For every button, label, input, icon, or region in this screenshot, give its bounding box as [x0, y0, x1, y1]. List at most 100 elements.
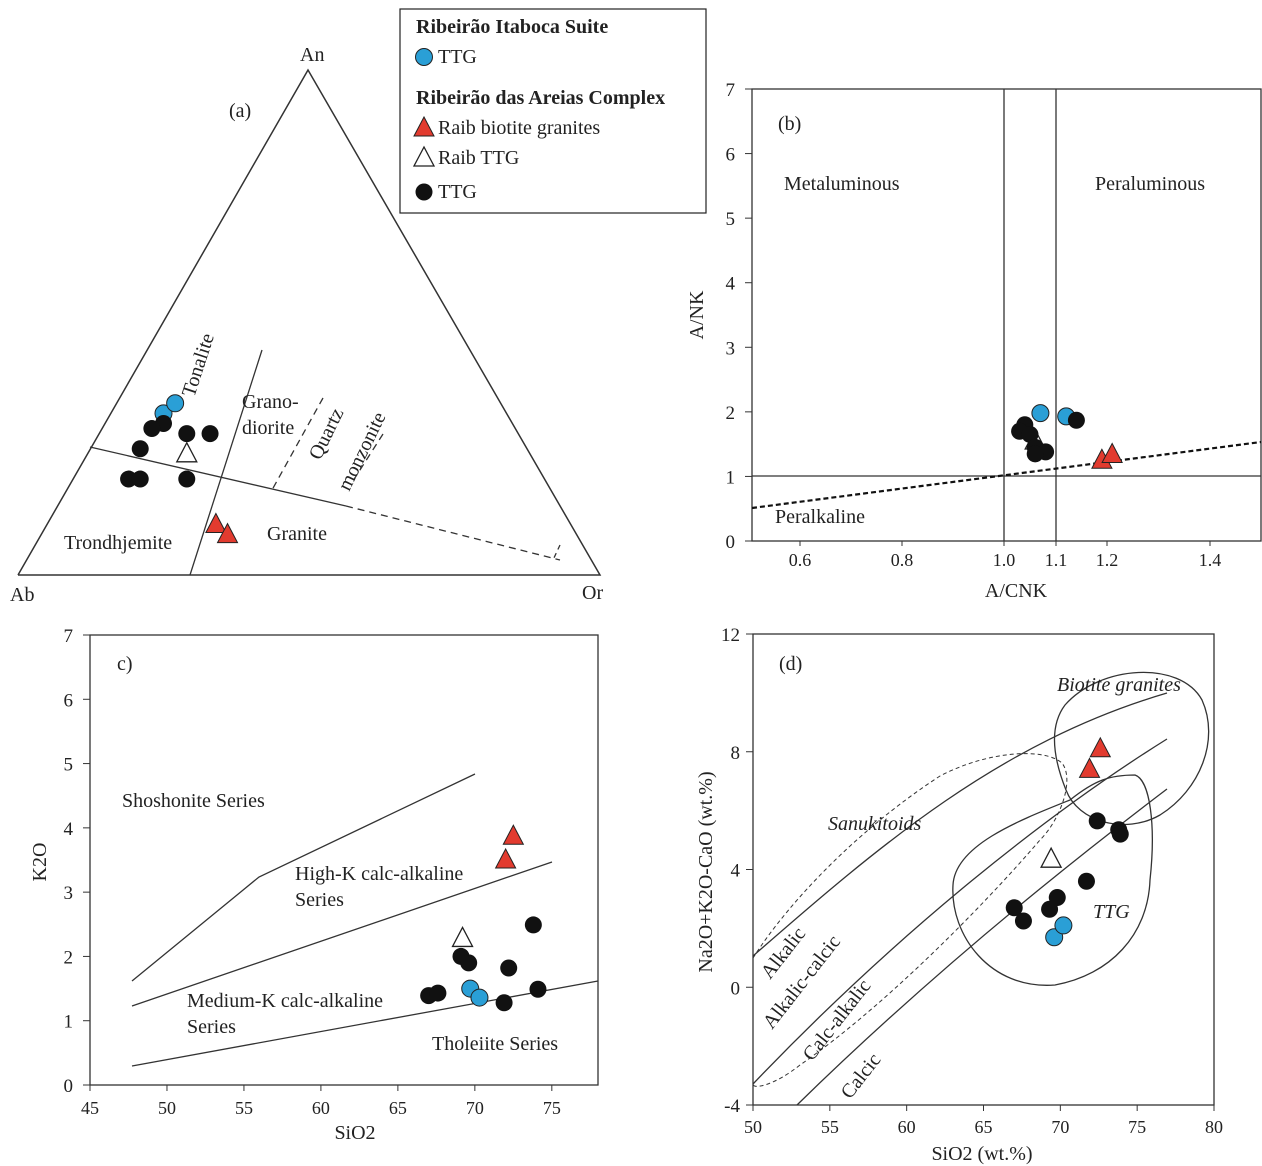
- panel-b-frame: [751, 88, 1262, 542]
- data-point: [1078, 757, 1101, 778]
- x-tick-label: 70: [466, 1098, 484, 1118]
- field-label-trondhjemite: Trondhjemite: [64, 532, 172, 554]
- panel-b-dashed-divide: [751, 440, 1262, 510]
- data-point: [494, 847, 517, 869]
- x-tick-label: 45: [81, 1098, 99, 1118]
- y-tick-label: 7: [64, 626, 74, 647]
- field-label-highk-series: Series: [295, 889, 344, 911]
- data-point: [1031, 404, 1050, 423]
- x-tick-label: 55: [235, 1098, 253, 1118]
- ternary-boundary-dashed-3: [350, 433, 384, 485]
- data-point: [460, 954, 478, 972]
- field-label-mediumk: Medium-K calc-alkaline: [187, 990, 383, 1012]
- field-label-quartz: Quartz: [305, 405, 349, 464]
- y-tick-label: 4: [726, 274, 736, 295]
- data-point: [1089, 736, 1112, 758]
- ternary-boundary-dashed-2: [271, 397, 324, 491]
- ternary-outline: [17, 68, 602, 576]
- y-axis-label: K2O: [29, 843, 51, 882]
- field-label-shoshonite: Shoshonite Series: [122, 790, 265, 812]
- panel-c-highk-line: [131, 861, 553, 1007]
- y-tick-label: 0: [726, 532, 736, 553]
- legend-label: TTG: [438, 46, 477, 68]
- x-tick-label: 65: [389, 1098, 407, 1118]
- legend-label: TTG: [438, 181, 477, 203]
- legend-group2-title: Ribeirão das Areias Complex: [416, 87, 665, 109]
- field-label-tonalite: Tonalite: [178, 331, 219, 400]
- x-tick-label: 60: [312, 1098, 330, 1118]
- y-tick-label: 2: [726, 403, 736, 424]
- data-point: [216, 522, 239, 544]
- y-tick-label: 2: [64, 947, 74, 968]
- field-label-metaluminous: Metaluminous: [784, 173, 900, 195]
- data-point: [1054, 916, 1073, 935]
- data-point: [529, 980, 547, 998]
- field-label-calcic: Calcic: [837, 1049, 886, 1103]
- y-tick-label: 12: [721, 625, 740, 646]
- x-tick-label: 1.2: [1096, 550, 1119, 570]
- data-point: [1067, 411, 1085, 429]
- x-tick-label: 65: [975, 1117, 993, 1137]
- ternary-boundary-dashed: [345, 505, 561, 561]
- data-point: [470, 988, 489, 1007]
- data-point: [201, 425, 219, 443]
- panel-d-calc-alkalic-boundary: [796, 788, 1168, 1106]
- x-tick-label: 0.8: [891, 550, 914, 570]
- panel-c-frame: [89, 634, 599, 1086]
- legend-marker: [415, 48, 433, 66]
- x-tick-label: 50: [158, 1098, 176, 1118]
- y-tick-label: 5: [64, 755, 74, 776]
- data-point: [495, 994, 513, 1012]
- x-tick-label: 75: [1128, 1117, 1146, 1137]
- data-point: [524, 916, 542, 934]
- data-point: [1026, 445, 1044, 463]
- data-point: [451, 926, 474, 948]
- x-tick-label: 70: [1051, 1117, 1069, 1137]
- data-point: [175, 441, 198, 463]
- data-point: [1101, 442, 1123, 463]
- data-point: [500, 959, 518, 977]
- field-label-grano: Grano-: [242, 391, 299, 413]
- x-tick-label: 55: [821, 1117, 839, 1137]
- legend-marker: [413, 115, 435, 137]
- data-point: [1005, 899, 1023, 917]
- classification-lines: [17, 68, 1262, 1106]
- field-label-ttg: TTG: [1093, 901, 1130, 923]
- data-point: [1088, 812, 1106, 830]
- field-label-granite: Granite: [267, 523, 327, 545]
- x-tick-label: 0.6: [789, 550, 812, 570]
- field-label-highk: High-K calc-alkaline: [295, 863, 463, 885]
- x-axis-label: SiO2: [334, 1122, 375, 1144]
- legend-label: Raib TTG: [438, 147, 519, 169]
- legend-group1-title: Ribeirão Itaboca Suite: [416, 16, 608, 38]
- ternary-vertex-an: An: [300, 44, 324, 66]
- panel-c-mediumk-line: [131, 980, 599, 1067]
- y-tick-label: 1: [726, 467, 736, 488]
- ternary-boundary-grano: [189, 349, 263, 576]
- chart-marks: Ribeirão Itaboca Suite Ribeirão das Areia…: [10, 8, 1223, 1165]
- data-point: [1111, 825, 1129, 843]
- y-tick-label: 8: [731, 743, 741, 764]
- data-point: [178, 425, 196, 443]
- y-tick-label: -4: [724, 1096, 740, 1117]
- panel-c-shoshonite-line: [131, 773, 476, 982]
- y-axis-label: Na2O+K2O-CaO (wt.%): [695, 771, 717, 972]
- field-label-biotite-granites: Biotite granites: [1057, 674, 1181, 696]
- y-tick-label: 1: [64, 1012, 74, 1033]
- x-tick-label: 1.1: [1045, 550, 1068, 570]
- panel-a-label: (a): [229, 100, 251, 122]
- x-tick-label: 75: [543, 1098, 561, 1118]
- y-axis-label: A/NK: [686, 290, 708, 339]
- data-point: [1014, 912, 1032, 930]
- field-label-sanukitoids: Sanukitoids: [828, 813, 922, 835]
- data-point: [120, 470, 138, 488]
- field-label-peralkaline: Peralkaline: [775, 506, 865, 528]
- ternary-vertex-or: Or: [582, 582, 603, 604]
- y-tick-label: 6: [64, 690, 74, 711]
- data-point: [1045, 928, 1064, 947]
- data-point: [1021, 425, 1039, 443]
- legend-marker: [412, 145, 436, 167]
- field-label-peraluminous: Peraluminous: [1095, 173, 1205, 195]
- ternary-boundary-tonalite: [89, 446, 347, 507]
- legend-marker: [415, 183, 433, 201]
